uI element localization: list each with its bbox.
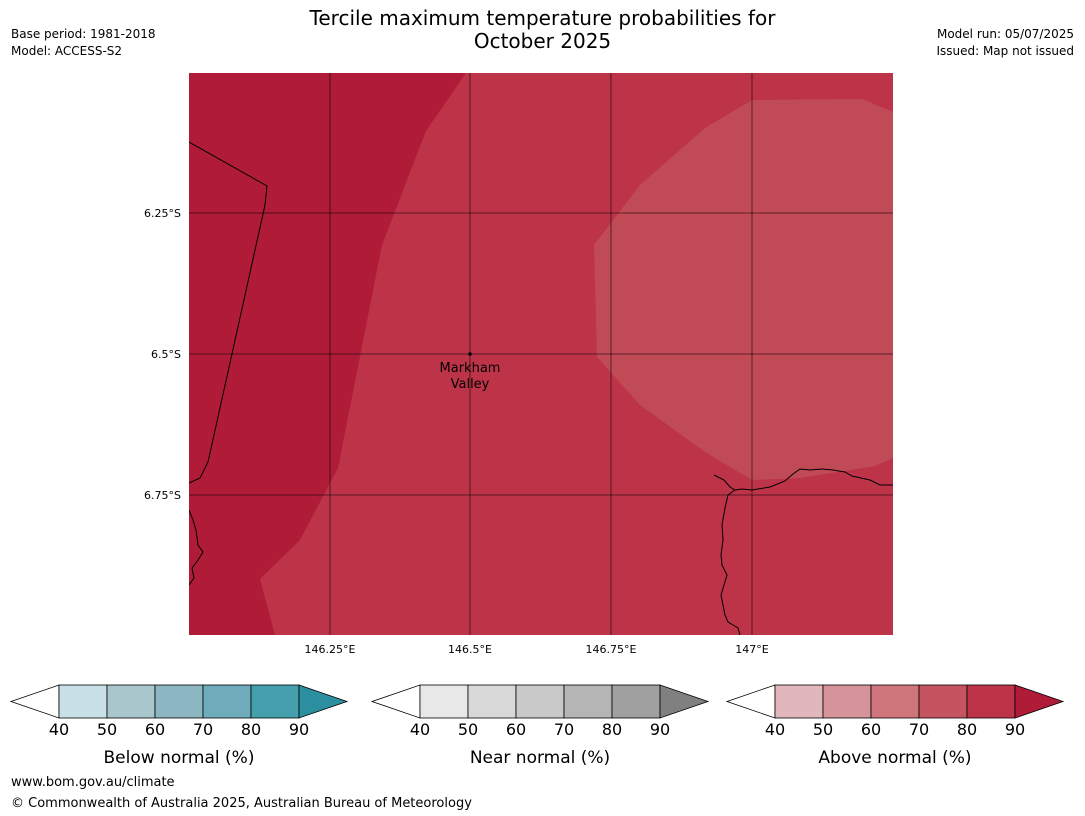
colorbar-above-title: Above normal (%) [818,748,971,768]
colorbar-near-over-triangle [659,684,710,719]
river-line [720,489,741,635]
place-marker[interactable] [468,352,472,356]
model-text: Model: ACCESS-S2 [11,44,123,58]
colorbar-below-tick-60: 60 [145,720,165,739]
colorbar-near-tick-90: 90 [650,720,670,739]
border-line [189,141,268,484]
colorbar-near-tick-40: 40 [410,720,430,739]
base-period-text: Base period: 1981-2018 [11,27,156,41]
colorbar-near-tick-60: 60 [506,720,526,739]
colorbar-below-segment-3 [202,684,252,719]
colorbar-near-under-triangle [370,684,421,719]
colorbar-above-segment-1 [822,684,872,719]
colorbar-below-tick-90: 90 [289,720,309,739]
colorbar-near-tick-50: 50 [458,720,478,739]
colorbar-above-segment-2 [870,684,920,719]
colorbar-above-tick-70: 70 [909,720,929,739]
title-line-1: Tercile maximum temperature probabilitie… [309,6,776,30]
colorbar-above-segment-4 [966,684,1016,719]
colorbar-below-under-triangle [9,684,60,719]
colorbar-near-tick-70: 70 [554,720,574,739]
colorbar-below: 40 50 60 70 80 90 Below normal (%) [9,684,349,768]
place-label-line-2: Valley [451,377,490,392]
colorbar-near: 40 50 60 70 80 90 Near normal (%) [370,684,710,768]
colorbar-below-over-triangle [298,684,349,719]
lon-label-146-25: 146.25°E [305,643,356,656]
colorbar-above-segment-3 [918,684,968,719]
lon-label-146-5: 146.5°E [448,643,492,656]
colorbar-legends: 40 50 60 70 80 90 Below normal (%) 40 50 60 70 80 90… [9,684,1065,768]
metadata-left: Base period: 1981-2018 Model: ACCESS-S2 [11,26,156,60]
lat-label-6-25: 6.25°S [144,207,181,220]
colorbar-above-tick-80: 80 [957,720,977,739]
colorbar-below-segment-4 [250,684,300,719]
coastline-west [189,509,204,586]
colorbar-above: 40 50 60 70 80 90 Above normal (%) [725,684,1065,768]
lat-label-6-75: 6.75°S [144,489,181,502]
colorbar-below-tick-70: 70 [193,720,213,739]
colorbar-above-over-triangle [1014,684,1065,719]
footer-copyright: © Commonwealth of Australia 2025, Austra… [11,796,472,811]
lon-label-147: 147°E [735,643,768,656]
colorbar-below-segment-2 [154,684,204,719]
colorbar-above-tick-90: 90 [1005,720,1025,739]
model-run-text: Model run: 05/07/2025 [936,27,1074,41]
colorbar-above-tick-60: 60 [861,720,881,739]
colorbar-near-segment-1 [467,684,517,719]
colorbar-near-tick-80: 80 [602,720,622,739]
map-area[interactable]: Markham Valley [189,73,893,635]
colorbar-near-segment-3 [563,684,613,719]
zone-above-60-70 [594,99,893,480]
colorbar-below-title: Below normal (%) [104,748,255,768]
colorbar-below-segment-1 [106,684,156,719]
colorbar-below-tick-40: 40 [49,720,69,739]
colorbar-near-segment-2 [515,684,565,719]
colorbar-above-tick-50: 50 [813,720,833,739]
issued-text: Issued: Map not issued [936,44,1074,58]
colorbar-near-title: Near normal (%) [470,748,610,768]
map-title: Tercile maximum temperature probabilitie… [0,7,1085,53]
colorbar-above-under-triangle [725,684,776,719]
colorbar-above-tick-40: 40 [765,720,785,739]
map-figure: Markham Valley 6.25°S 6.5°S 6.75°S 146.2… [9,73,1065,768]
lon-label-146-75: 146.75°E [586,643,637,656]
colorbar-above-segment-0 [774,684,824,719]
colorbar-near-segment-4 [611,684,661,719]
place-label-line-1: Markham [440,361,501,376]
colorbar-below-segment-0 [58,684,108,719]
metadata-right: Model run: 05/07/2025 Issued: Map not is… [936,26,1074,60]
title-line-2: October 2025 [473,29,612,53]
coastline-east [713,468,893,491]
colorbar-below-tick-50: 50 [97,720,117,739]
lat-label-6-5: 6.5°S [151,348,181,361]
colorbar-below-tick-80: 80 [241,720,261,739]
colorbar-near-segment-0 [419,684,469,719]
footer-url[interactable]: www.bom.gov.au/climate [11,775,175,790]
